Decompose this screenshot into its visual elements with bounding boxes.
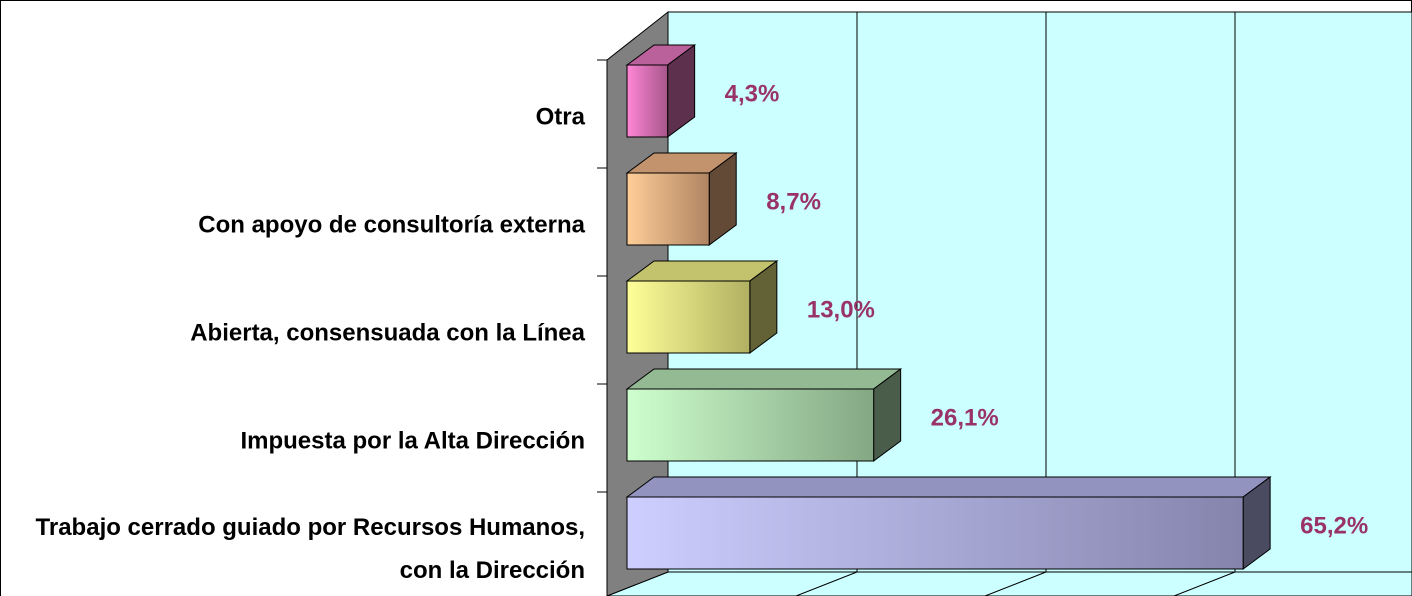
value-label: 8,7% (766, 188, 821, 215)
bar (626, 280, 751, 354)
value-label: 13,0% (807, 296, 875, 323)
bar (626, 172, 710, 246)
grid-line (1173, 12, 1236, 596)
grid-line (795, 12, 858, 596)
value-label: 26,1% (931, 404, 999, 431)
value-label: 65,2% (1300, 512, 1368, 539)
bar (626, 64, 669, 138)
bar-top (625, 476, 1272, 498)
category-label: Con apoyo de consultoría externa (198, 211, 585, 239)
category-label: Abierta, consensuada con la Línea (190, 319, 585, 347)
category-label: Otra (535, 103, 585, 131)
category-ticks (597, 59, 607, 493)
bar (626, 388, 875, 462)
floor (606, 571, 1412, 596)
bar (626, 496, 1244, 570)
bar-top (625, 368, 903, 390)
grid-line (984, 12, 1047, 596)
value-label: 4,3% (725, 80, 780, 107)
category-label: Trabajo cerrado guiado por Recursos Huma… (35, 514, 585, 584)
category-label: Impuesta por la Alta Dirección (240, 427, 585, 455)
